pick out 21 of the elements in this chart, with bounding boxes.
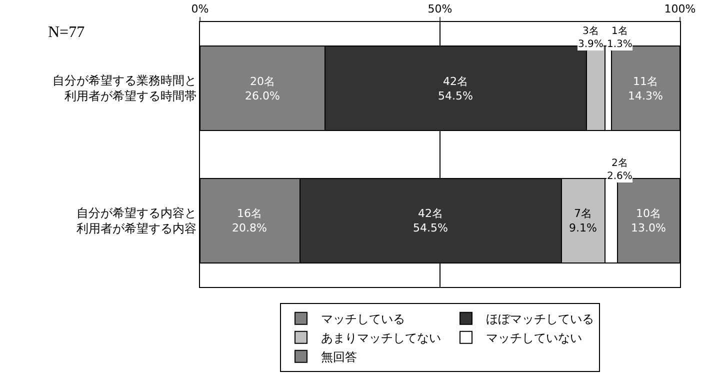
data-label: 1名 1.3% (607, 25, 632, 50)
legend-label: マッチしている (321, 312, 405, 326)
data-label: 16名 20.8% (232, 207, 267, 234)
x-tick-label: 100% (664, 2, 696, 16)
legend-label: あまりマッチしてない (321, 331, 441, 346)
text: N=77 (48, 24, 85, 41)
data-label: 42名 54.5% (413, 207, 448, 234)
legend-label: 無回答 (321, 350, 357, 364)
legend-label: ほぼマッチしている (486, 312, 594, 326)
data-label: 7名 9.1% (569, 207, 597, 234)
data-label: 11名 14.3% (628, 75, 663, 102)
data-label: 42名 54.5% (438, 75, 473, 102)
data-label: 10名 13.0% (631, 207, 666, 234)
data-label: 3名 3.9% (578, 25, 604, 50)
data-label: 2名 2.6% (607, 157, 632, 182)
legend-label: マッチしていない (486, 331, 582, 346)
x-tick-label: 50% (428, 2, 452, 16)
y-tick-label: 自分が希望する内容と利用者が希望する内容 (76, 206, 197, 236)
x-tick-label: 0% (191, 2, 209, 16)
y-tick-label: 自分が希望する業務時間と利用者が希望する時間帯 (52, 74, 197, 104)
data-label: 20名 26.0% (245, 75, 280, 102)
